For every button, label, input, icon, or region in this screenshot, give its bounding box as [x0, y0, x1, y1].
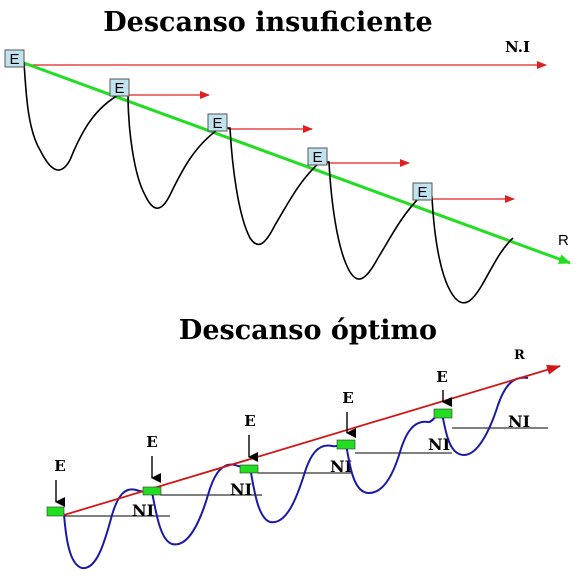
rising-trend-arrow [63, 364, 561, 516]
effort-marker-2 [142, 486, 162, 496]
effort-label-4: E [342, 389, 353, 407]
bottom-title: Descanso óptimo [179, 315, 437, 346]
effort-marker-1 [46, 506, 65, 517]
effort-label-1: E [54, 457, 65, 475]
baseline-label: N.I [505, 38, 530, 56]
effort-label-3: E [244, 412, 255, 430]
fatigue-curve [23, 61, 514, 304]
effort-box-1: E [4, 49, 25, 68]
svg-text:E: E [417, 184, 427, 201]
ni-label-3: NI [330, 457, 352, 476]
ni-label-1: NI [132, 501, 154, 520]
svg-text:E: E [212, 115, 222, 132]
trend-label: R [558, 232, 569, 249]
ni-label-4: NI [428, 435, 450, 454]
effort-box-2: E [109, 78, 130, 97]
svg-text:E: E [312, 149, 322, 166]
optimal-rest-diagram: Descanso óptimo NI NI NI NI NI R E E E E [46, 315, 561, 570]
insufficient-rest-diagram: Descanso insuficiente N.I R E E E E [4, 7, 571, 304]
effort-marker-4 [336, 439, 356, 450]
effort-box-5: E [412, 182, 433, 201]
effort-label-2: E [146, 433, 157, 451]
ni-label-2: NI [230, 480, 252, 499]
effort-marker-5 [433, 408, 453, 419]
svg-text:E: E [114, 80, 124, 97]
top-title: Descanso insuficiente [103, 7, 432, 38]
effort-box-3: E [207, 113, 228, 132]
declining-trend-arrow [23, 61, 571, 265]
ni-label-5: NI [508, 412, 530, 431]
svg-text:E: E [9, 51, 19, 68]
effort-box-4: E [307, 147, 328, 166]
bottom-trend-label: R [514, 348, 525, 363]
effort-label-5: E [436, 368, 447, 386]
effort-marker-3 [239, 464, 259, 474]
